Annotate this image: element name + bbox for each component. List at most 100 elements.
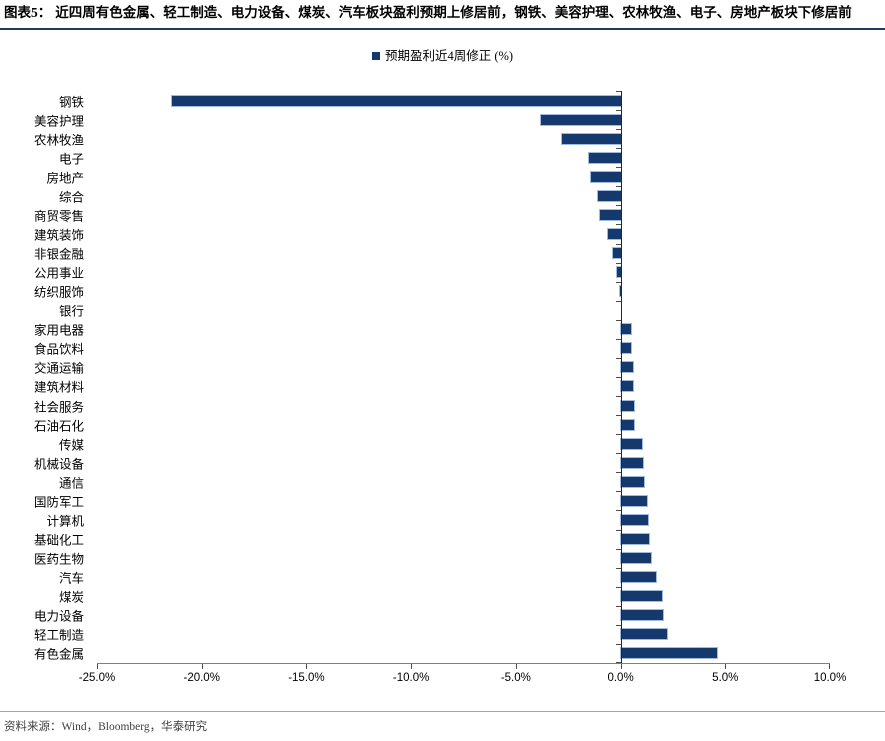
bar [561, 133, 621, 144]
chart-row: 美容护理 [34, 110, 830, 129]
x-axis-line [97, 663, 830, 664]
category-axis-tick [615, 567, 621, 569]
chart-row: 食品饮料 [34, 339, 830, 358]
bar [172, 95, 621, 106]
category-axis-tick [615, 338, 621, 340]
category-axis-line [620, 91, 622, 663]
x-axis-tick [829, 664, 830, 669]
legend-marker-icon [371, 52, 380, 60]
x-axis-tick [725, 664, 727, 669]
chart-row: 公用事业 [34, 263, 830, 282]
category-label: 交通运输 [33, 361, 84, 376]
bar [620, 648, 717, 659]
category-label: 国防军工 [33, 495, 84, 510]
bar [589, 152, 621, 163]
chart-row: 电子 [59, 148, 830, 167]
bar [620, 343, 632, 354]
figure-title: 近四周有色金属、轻工制造、电力设备、煤炭、汽车板块盈利预期上修居前，钢铁、美容护… [55, 5, 852, 20]
category-label: 医药生物 [33, 552, 84, 567]
bar [599, 209, 621, 220]
category-axis-tick [615, 624, 621, 626]
chart-row: 医药生物 [34, 549, 830, 568]
x-axis-label: -10.0% [392, 672, 430, 684]
chart-row: 家用电器 [34, 320, 830, 339]
x-axis-tick [515, 664, 517, 669]
category-axis-tick [615, 357, 621, 359]
bar [620, 438, 642, 449]
bar [620, 629, 667, 640]
x-axis-tick [201, 664, 203, 669]
x-axis-tick [620, 664, 622, 669]
chart-row: 社会服务 [34, 396, 830, 415]
chart-row: 纺织服饰 [34, 282, 830, 301]
bar [620, 553, 651, 564]
bar [620, 324, 632, 335]
chart-row: 建筑装饰 [34, 224, 830, 243]
category-axis-tick [615, 605, 621, 607]
category-label: 煤炭 [58, 590, 84, 605]
category-axis-tick [615, 453, 621, 455]
category-label: 建筑装饰 [33, 228, 84, 243]
bar [620, 495, 647, 506]
category-axis-tick [615, 300, 621, 302]
x-axis-label: 10.0% [813, 672, 847, 684]
category-label: 商贸零售 [33, 209, 84, 224]
chart-row: 通信 [59, 472, 830, 491]
chart-row: 石油石化 [34, 415, 830, 434]
bar [620, 572, 657, 583]
chart-row: 非银金融 [34, 244, 830, 263]
legend-label: 预期盈利近4周修正 (%) [384, 49, 514, 63]
chart-row: 综合 [59, 186, 830, 205]
category-axis-tick [615, 586, 621, 588]
category-axis-tick [615, 548, 621, 550]
x-axis-tick [97, 664, 98, 669]
bar [617, 267, 621, 278]
category-label: 美容护理 [33, 114, 84, 129]
category-label: 纺织服饰 [33, 285, 84, 300]
x-axis-tick [411, 664, 413, 669]
category-label: 农林牧渔 [33, 133, 84, 148]
chart-row: 汽车 [59, 568, 830, 587]
chart-row: 传媒 [59, 434, 830, 453]
chart-row: 交通运输 [34, 358, 830, 377]
bar [619, 286, 621, 297]
category-label: 电子 [58, 152, 84, 167]
chart-row: 计算机 [46, 510, 830, 529]
category-axis-tick [615, 224, 621, 226]
category-axis-tick [615, 434, 621, 436]
category-label: 公用事业 [33, 266, 84, 281]
category-axis-tick [615, 91, 621, 92]
chart-row: 有色金属 [34, 644, 830, 663]
x-axis-label: -20.0% [183, 672, 220, 684]
bar [620, 381, 634, 392]
category-label: 综合 [58, 190, 84, 205]
category-axis-tick [615, 396, 621, 398]
x-axis-label: -5.0% [500, 672, 531, 684]
chart-row: 房地产 [46, 167, 830, 186]
bar [608, 228, 621, 239]
category-axis-tick [615, 148, 621, 150]
bar [620, 400, 635, 411]
chart-legend: 预期盈利近4周修正 (%) [0, 49, 885, 63]
bar [613, 248, 621, 259]
category-axis-tick [615, 110, 621, 112]
category-axis-tick [615, 529, 621, 531]
bar [540, 114, 621, 125]
chart-row: 轻工制造 [34, 625, 830, 644]
bar [620, 419, 635, 430]
category-label: 轻工制造 [33, 628, 84, 643]
chart-row: 银行 [59, 301, 830, 320]
bar-chart: 钢铁 美容护理 农林牧渔 电子 房地产 综合 商贸零售 建筑装饰 非银金融 公用事业 纺织服饰 银行家… [34, 91, 846, 701]
category-axis-tick [615, 415, 621, 417]
category-label: 电力设备 [33, 609, 84, 624]
category-axis-tick [615, 643, 621, 645]
category-label: 传媒 [58, 438, 84, 453]
x-axis-label: -15.0% [288, 672, 325, 684]
category-label: 建筑材料 [33, 380, 84, 395]
category-axis-tick [615, 262, 621, 264]
category-label: 非银金融 [33, 247, 84, 262]
figure-number: 图表5： [4, 5, 52, 20]
category-axis-tick [615, 186, 621, 188]
category-label: 社会服务 [33, 400, 84, 415]
category-label: 家用电器 [33, 323, 84, 338]
